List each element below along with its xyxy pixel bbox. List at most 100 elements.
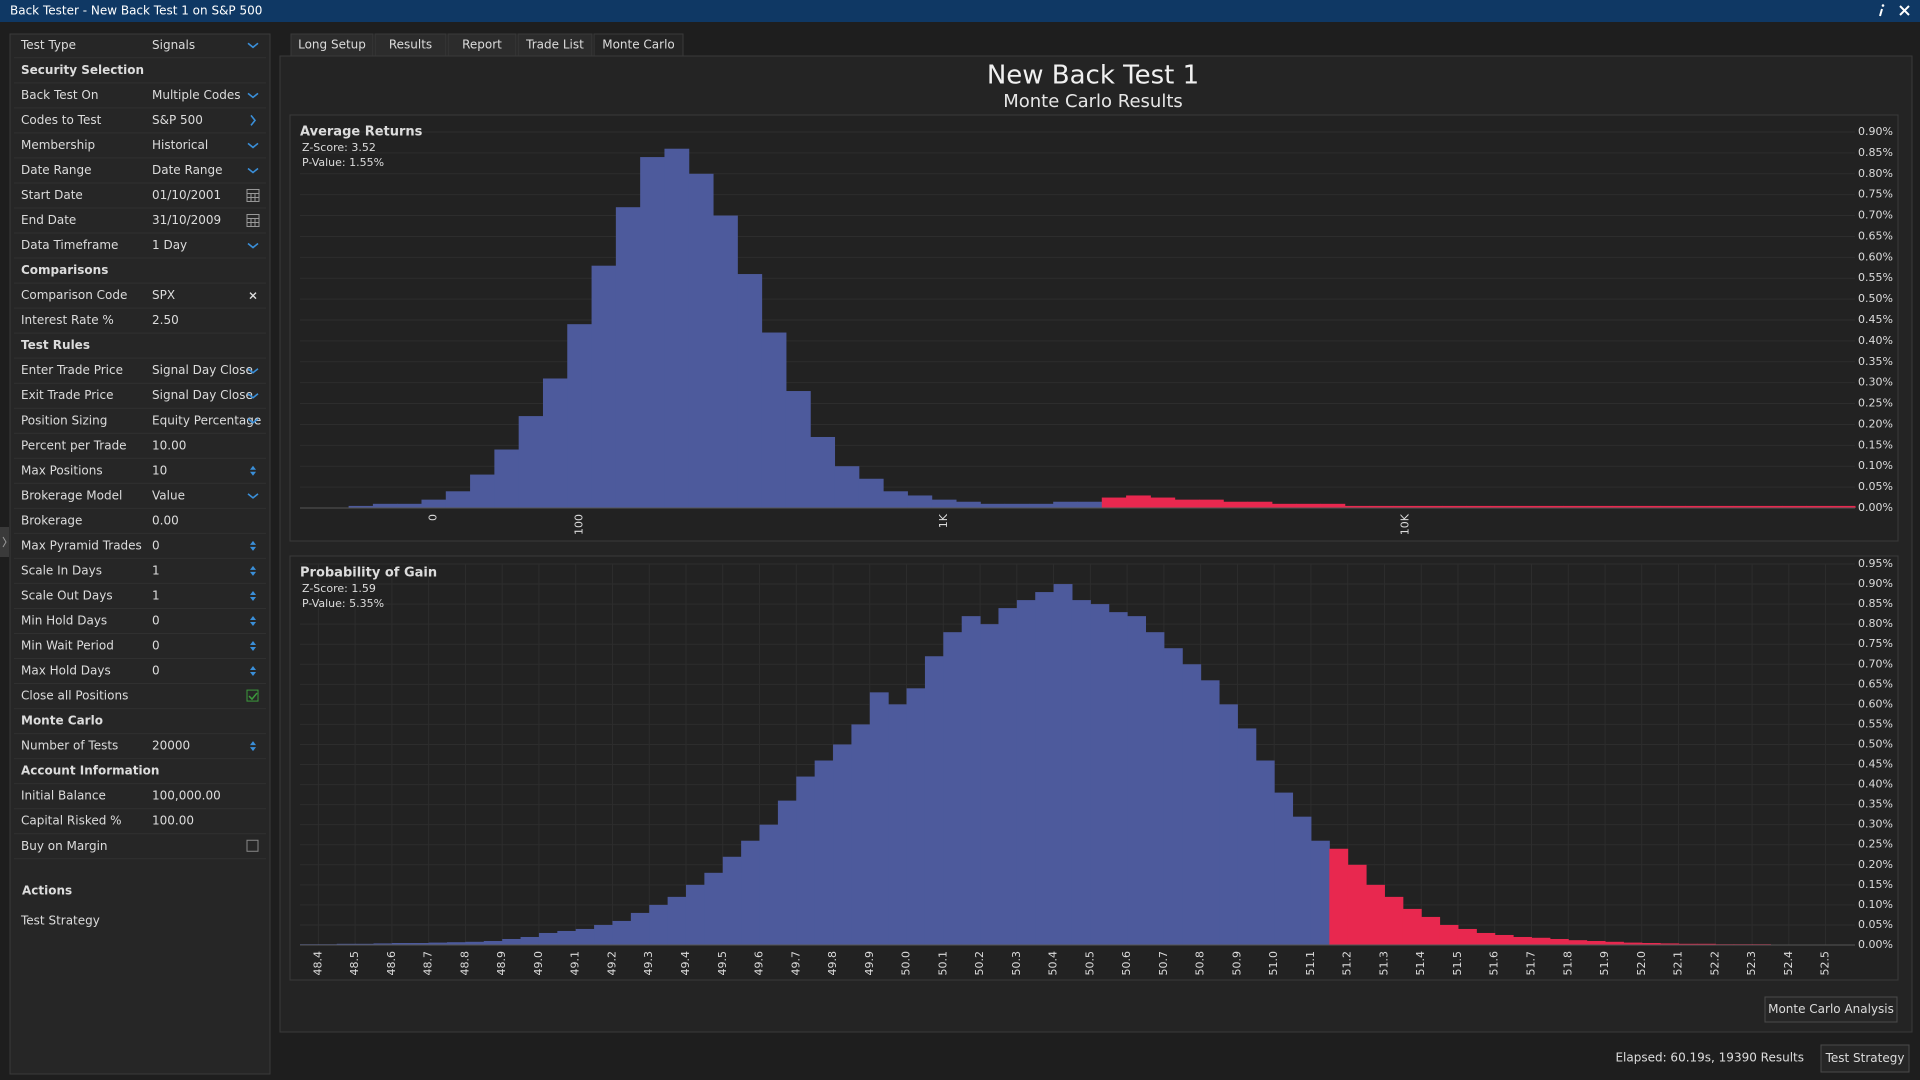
action-item[interactable]: Test Strategy: [20, 914, 100, 928]
spin-up[interactable]: [250, 540, 256, 545]
spin-down[interactable]: [250, 546, 256, 551]
setting-value[interactable]: 1 Day: [152, 238, 187, 252]
spin-down[interactable]: [250, 596, 256, 601]
setting-value[interactable]: 0: [152, 538, 160, 552]
setting-value[interactable]: 0: [152, 639, 160, 653]
setting-label: Min Wait Period: [21, 639, 114, 653]
tab-label[interactable]: Trade List: [525, 38, 584, 52]
open-icon[interactable]: [250, 114, 257, 126]
setting-value[interactable]: 100.00: [152, 814, 194, 828]
setting-value[interactable]: 1: [152, 588, 160, 602]
bar: [391, 942, 411, 945]
settings-panel: [9, 33, 271, 1075]
x-tick-label: 1K: [937, 513, 950, 528]
setting-label: Brokerage Model: [21, 488, 122, 502]
tab-label[interactable]: Results: [389, 38, 432, 52]
spin-down[interactable]: [250, 747, 256, 752]
dropdown-icon[interactable]: [247, 142, 259, 149]
setting-value[interactable]: Signal Day Close: [152, 388, 253, 402]
spin-down[interactable]: [250, 621, 256, 626]
spin-up[interactable]: [250, 666, 256, 671]
tab[interactable]: [290, 33, 374, 57]
clear-icon[interactable]: [249, 292, 257, 300]
bar: [943, 632, 963, 945]
setting-value[interactable]: 10.00: [152, 438, 186, 452]
setting-value[interactable]: SPX: [152, 288, 175, 302]
bar: [373, 943, 393, 945]
x-tick-label: 50.9: [1230, 951, 1243, 976]
tab-label[interactable]: Report: [462, 38, 502, 52]
run-button-label[interactable]: Test Strategy: [1825, 1051, 1905, 1065]
bar: [557, 930, 577, 945]
setting-label: Exit Trade Price: [21, 388, 113, 402]
spin-down[interactable]: [250, 571, 256, 576]
setting-value[interactable]: 0.00: [152, 513, 179, 527]
setting-value[interactable]: Value: [152, 488, 185, 502]
setting-value[interactable]: 0: [152, 613, 160, 627]
setting-value[interactable]: Signals: [152, 38, 195, 52]
bar: [1329, 848, 1349, 945]
spin-up[interactable]: [250, 615, 256, 620]
dropdown-icon[interactable]: [247, 393, 259, 399]
spin-up[interactable]: [250, 565, 256, 570]
setting-value[interactable]: 10: [152, 463, 167, 477]
calendar-icon[interactable]: [246, 214, 260, 228]
setting-label: Initial Balance: [21, 789, 106, 803]
spin-down[interactable]: [250, 672, 256, 677]
bar: [1782, 505, 1807, 508]
spin-up[interactable]: [250, 741, 256, 746]
dropdown-icon[interactable]: [247, 493, 259, 499]
tab[interactable]: [447, 33, 517, 57]
setting-value[interactable]: S&P 500: [152, 113, 203, 127]
bar: [1402, 908, 1422, 945]
setting-value[interactable]: 31/10/2009: [152, 213, 221, 227]
setting-value[interactable]: 0: [152, 664, 160, 678]
y-tick-label: 0.85%: [1858, 146, 1893, 159]
x-tick-label: 50.4: [1047, 951, 1060, 976]
run-button[interactable]: [1820, 1044, 1910, 1073]
dropdown-icon[interactable]: [247, 92, 259, 99]
spin-down[interactable]: [250, 647, 256, 652]
bar: [1587, 505, 1613, 508]
actions-title: Actions: [22, 884, 72, 898]
calendar-icon[interactable]: [246, 188, 260, 202]
y-tick-label: 0.80%: [1858, 617, 1893, 630]
tab[interactable]: [593, 33, 684, 57]
analysis-button-label[interactable]: Monte Carlo Analysis: [1768, 1002, 1894, 1016]
checkbox[interactable]: [246, 839, 259, 852]
dropdown-icon[interactable]: [247, 418, 259, 424]
tab[interactable]: [517, 33, 593, 57]
bar: [397, 503, 422, 508]
bar: [704, 872, 724, 945]
dropdown-icon[interactable]: [247, 242, 259, 249]
setting-value[interactable]: 100,000.00: [152, 789, 221, 803]
y-tick-label: 0.20%: [1858, 417, 1893, 430]
setting-value[interactable]: Multiple Codes: [152, 88, 240, 102]
dropdown-icon[interactable]: [247, 42, 259, 49]
panel-expander[interactable]: [0, 527, 9, 557]
setting-value[interactable]: Historical: [152, 138, 208, 152]
spin-up[interactable]: [250, 590, 256, 595]
close-icon[interactable]: [1899, 5, 1910, 16]
setting-value[interactable]: 01/10/2001: [152, 188, 221, 202]
setting-value[interactable]: 2.50: [152, 313, 179, 327]
analysis-button[interactable]: [1764, 996, 1898, 1023]
spin-down[interactable]: [250, 471, 256, 476]
bar: [1053, 584, 1073, 945]
spin-up[interactable]: [250, 641, 256, 646]
dropdown-icon[interactable]: [247, 368, 259, 374]
setting-value[interactable]: Date Range: [152, 163, 223, 177]
setting-value[interactable]: Signal Day Close: [152, 363, 253, 377]
y-tick-label: 0.70%: [1858, 209, 1893, 222]
tab-label[interactable]: Monte Carlo: [602, 38, 675, 52]
setting-value[interactable]: Equity Percentage: [152, 413, 261, 427]
tab-label[interactable]: Long Setup: [298, 38, 366, 52]
spin-up[interactable]: [250, 465, 256, 470]
setting-value[interactable]: 20000: [152, 739, 190, 753]
info-icon[interactable]: [1879, 4, 1885, 17]
setting-value[interactable]: 1: [152, 563, 160, 577]
checkbox[interactable]: [246, 689, 259, 702]
x-tick-label: 49.2: [605, 951, 618, 976]
tab[interactable]: [374, 33, 447, 57]
dropdown-icon[interactable]: [247, 167, 259, 174]
